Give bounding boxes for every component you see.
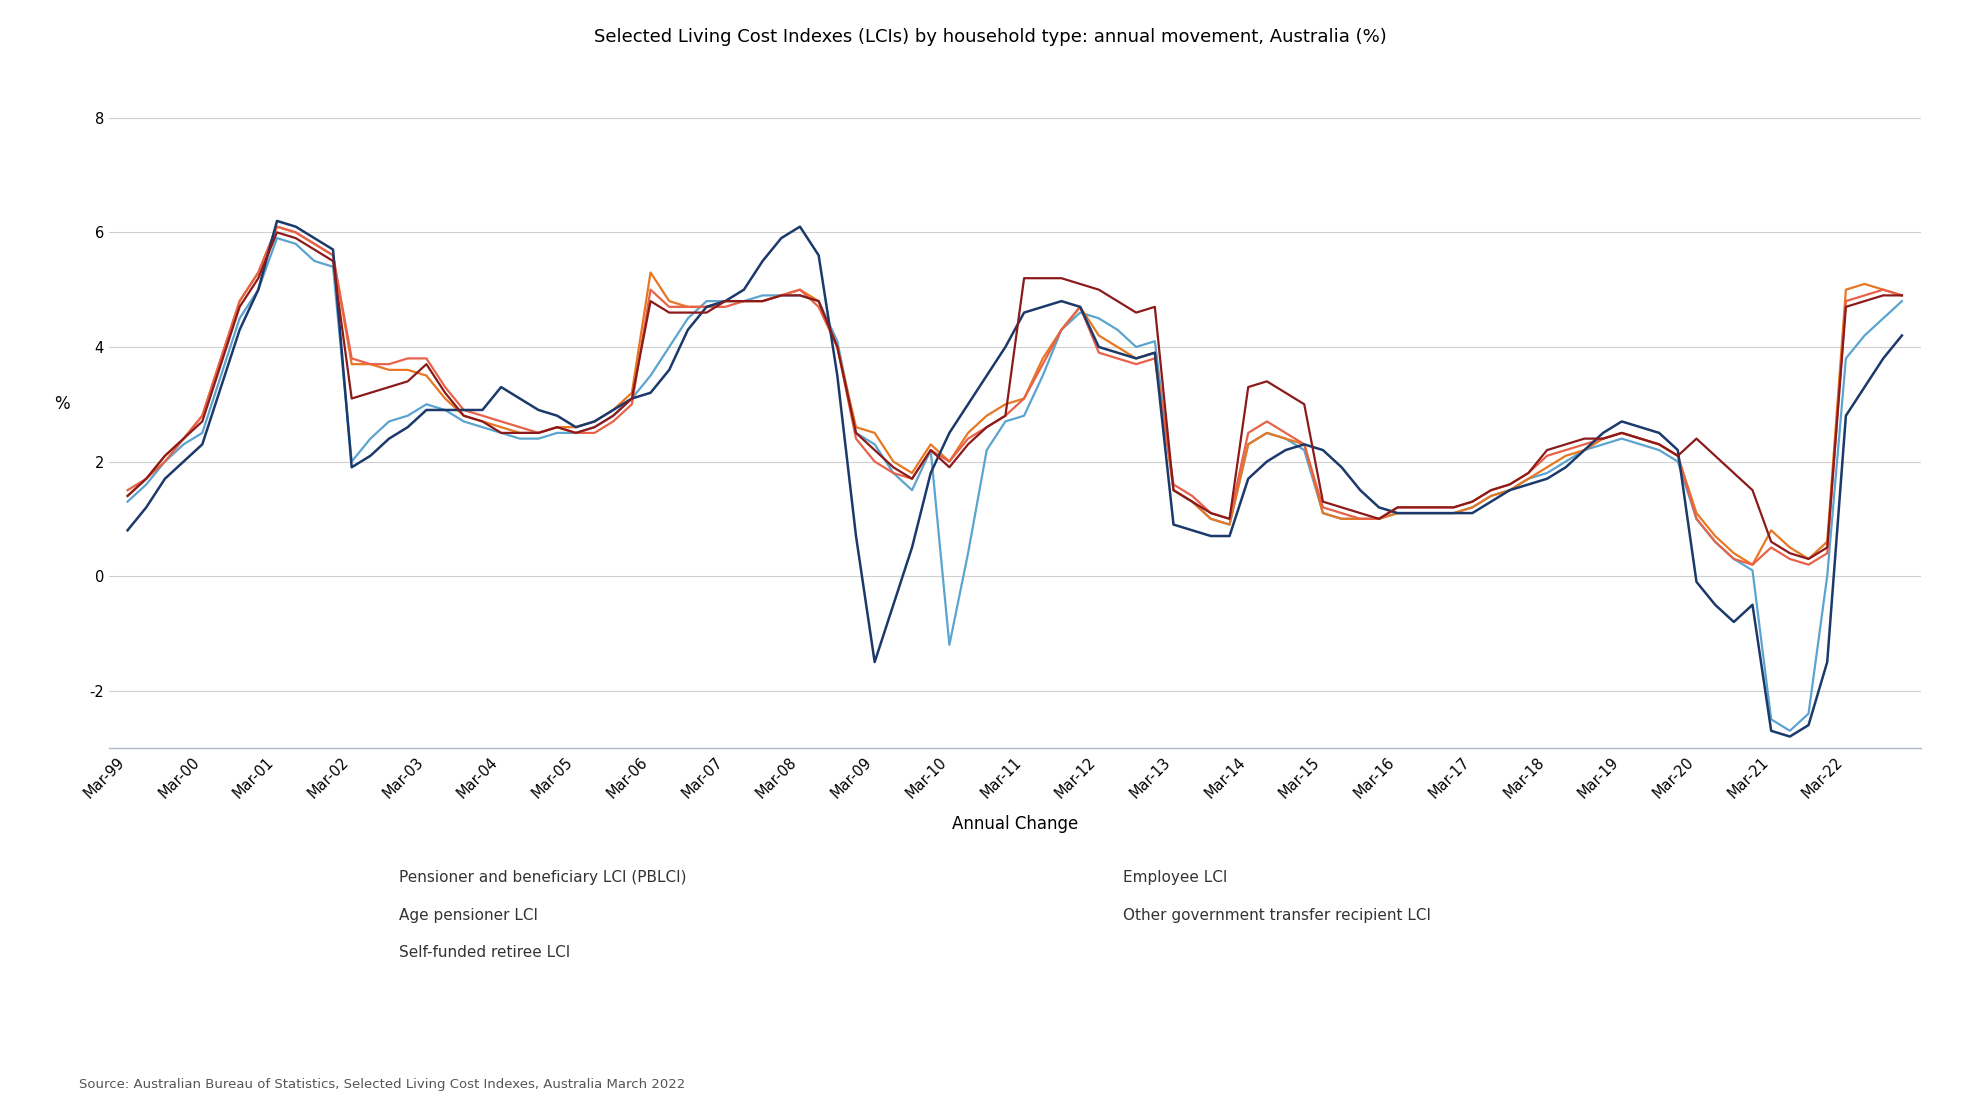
Line: Pensioner and beneficiary LCI (PBLCI): Pensioner and beneficiary LCI (PBLCI) bbox=[127, 238, 1903, 730]
Self-funded retiree LCI bbox=[1778, 552, 1802, 565]
Self-funded retiree LCI bbox=[265, 220, 289, 233]
Age pensioner LCI bbox=[640, 266, 663, 279]
Self-funded retiree LCI bbox=[1891, 289, 1915, 302]
Employee LCI bbox=[376, 432, 400, 446]
Other government transfer recipient LCI bbox=[1891, 289, 1915, 302]
Pensioner and beneficiary LCI (PBLCI) bbox=[1760, 713, 1784, 726]
Other government transfer recipient LCI bbox=[901, 472, 925, 485]
Employee LCI bbox=[115, 524, 139, 537]
Pensioner and beneficiary LCI (PBLCI) bbox=[265, 231, 289, 244]
Text: Self-funded retiree LCI: Self-funded retiree LCI bbox=[398, 945, 570, 960]
Pensioner and beneficiary LCI (PBLCI) bbox=[1032, 368, 1055, 382]
Line: Age pensioner LCI: Age pensioner LCI bbox=[127, 227, 1903, 564]
Other government transfer recipient LCI bbox=[640, 295, 663, 308]
Self-funded retiree LCI bbox=[640, 283, 663, 296]
Employee LCI bbox=[1891, 329, 1915, 342]
Self-funded retiree LCI bbox=[1032, 358, 1055, 371]
Pensioner and beneficiary LCI (PBLCI) bbox=[1778, 724, 1802, 737]
Other government transfer recipient LCI bbox=[1032, 272, 1055, 285]
Employee LCI bbox=[1087, 340, 1111, 353]
Other government transfer recipient LCI bbox=[1796, 552, 1820, 565]
Age pensioner LCI bbox=[1778, 541, 1802, 554]
Age pensioner LCI bbox=[1740, 558, 1764, 571]
Age pensioner LCI bbox=[1087, 329, 1111, 342]
Pensioner and beneficiary LCI (PBLCI) bbox=[115, 495, 139, 508]
Employee LCI bbox=[1760, 724, 1784, 737]
Text: Age pensioner LCI: Age pensioner LCI bbox=[398, 908, 539, 923]
Employee LCI bbox=[1778, 730, 1802, 744]
Line: Employee LCI: Employee LCI bbox=[127, 221, 1903, 737]
Other government transfer recipient LCI bbox=[376, 381, 400, 394]
Other government transfer recipient LCI bbox=[115, 490, 139, 503]
Employee LCI bbox=[1032, 300, 1055, 313]
Age pensioner LCI bbox=[115, 490, 139, 503]
Self-funded retiree LCI bbox=[1087, 346, 1111, 360]
Employee LCI bbox=[640, 386, 663, 399]
Line: Other government transfer recipient LCI: Other government transfer recipient LCI bbox=[127, 232, 1903, 559]
Text: Pensioner and beneficiary LCI (PBLCI): Pensioner and beneficiary LCI (PBLCI) bbox=[398, 870, 687, 884]
Self-funded retiree LCI bbox=[1740, 558, 1764, 571]
Other government transfer recipient LCI bbox=[1087, 283, 1111, 296]
Age pensioner LCI bbox=[1032, 352, 1055, 365]
Self-funded retiree LCI bbox=[901, 472, 925, 485]
Pensioner and beneficiary LCI (PBLCI) bbox=[376, 415, 400, 428]
Self-funded retiree LCI bbox=[115, 484, 139, 497]
Text: Source: Australian Bureau of Statistics, Selected Living Cost Indexes, Australia: Source: Australian Bureau of Statistics,… bbox=[79, 1078, 685, 1091]
Age pensioner LCI bbox=[1891, 289, 1915, 302]
Pensioner and beneficiary LCI (PBLCI) bbox=[1891, 295, 1915, 308]
Employee LCI bbox=[265, 214, 289, 228]
Age pensioner LCI bbox=[901, 466, 925, 480]
Other government transfer recipient LCI bbox=[1760, 536, 1784, 549]
Text: Other government transfer recipient LCI: Other government transfer recipient LCI bbox=[1123, 908, 1432, 923]
X-axis label: Annual Change: Annual Change bbox=[952, 815, 1077, 834]
Pensioner and beneficiary LCI (PBLCI) bbox=[901, 484, 925, 497]
Pensioner and beneficiary LCI (PBLCI) bbox=[1087, 311, 1111, 324]
Pensioner and beneficiary LCI (PBLCI) bbox=[640, 368, 663, 382]
Text: Selected Living Cost Indexes (LCIs) by household type: annual movement, Australi: Selected Living Cost Indexes (LCIs) by h… bbox=[594, 28, 1386, 45]
Self-funded retiree LCI bbox=[376, 358, 400, 371]
Other government transfer recipient LCI bbox=[265, 226, 289, 239]
Y-axis label: %: % bbox=[53, 395, 69, 414]
Line: Self-funded retiree LCI: Self-funded retiree LCI bbox=[127, 227, 1903, 564]
Text: Employee LCI: Employee LCI bbox=[1123, 870, 1228, 884]
Age pensioner LCI bbox=[376, 363, 400, 376]
Age pensioner LCI bbox=[265, 220, 289, 233]
Employee LCI bbox=[901, 541, 925, 554]
